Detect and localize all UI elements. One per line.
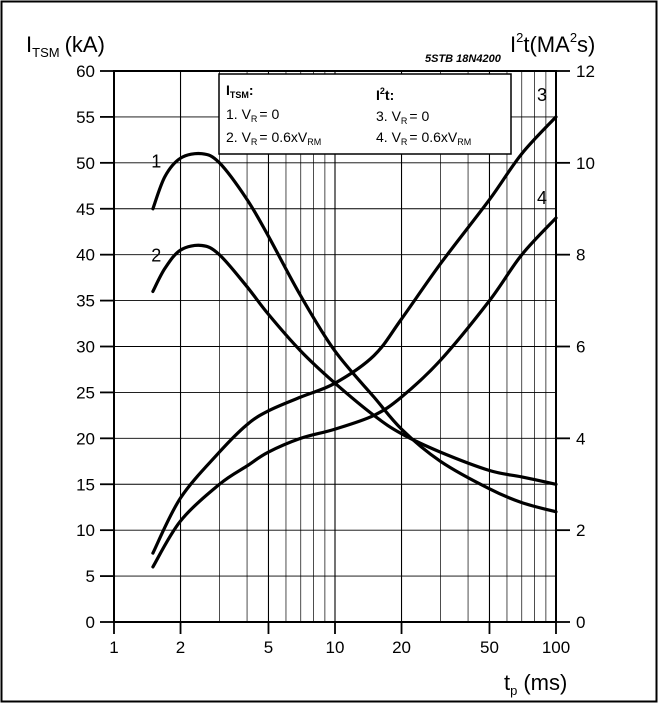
y-right-tick-label: 10 — [576, 154, 595, 173]
y-left-tick-label: 60 — [76, 62, 95, 81]
y-left-tick-label: 5 — [86, 567, 95, 586]
series-label-2: 2 — [151, 245, 161, 265]
legend-item-1: 1. VR = 0 — [226, 106, 279, 124]
series-label-3: 3 — [537, 85, 547, 105]
y-left-tick-label: 0 — [86, 613, 95, 632]
x-axis-title: tp (ms) — [504, 670, 567, 698]
legend-item-4: 4. VR = 0.6xVRM — [376, 129, 471, 147]
series-label-4: 4 — [537, 188, 547, 208]
y-left-tick-label: 50 — [76, 154, 95, 173]
series-curve-1 — [151, 151, 558, 514]
x-tick-label: 50 — [480, 638, 499, 657]
y-right-tick-label: 0 — [576, 613, 585, 632]
y-right-tick-label: 6 — [576, 338, 585, 357]
x-tick-label: 100 — [542, 638, 570, 657]
y-left-tick-label: 30 — [76, 338, 95, 357]
legend: ITSM: 1. VR = 0 2. VR = 0.6xVRM I2t: 3. VR… — [218, 73, 512, 155]
y-left-tick-label: 25 — [76, 383, 95, 402]
reference-code: 5STB 18N4200 — [425, 53, 502, 65]
y-left-tick-label: 55 — [76, 108, 95, 127]
y-left-tick-label: 40 — [76, 246, 95, 265]
series-curve-3 — [151, 115, 558, 555]
y-right-tick-label: 12 — [576, 62, 595, 81]
legend-left-title: ITSM: — [226, 82, 254, 100]
y-left-tick-label: 20 — [76, 429, 95, 448]
y-right-tick-label: 2 — [576, 521, 585, 540]
y-left-tick-label: 35 — [76, 292, 95, 311]
x-tick-label: 1 — [109, 638, 118, 657]
legend-right-title: I2t: — [376, 86, 394, 103]
y-left-tick-label: 10 — [76, 521, 95, 540]
y-left-axis-title: ITSM (kA) — [26, 32, 105, 60]
y-right-tick-label: 4 — [576, 429, 585, 448]
y-left-tick-label: 15 — [76, 475, 95, 494]
legend-item-3: 3. VR = 0 — [376, 108, 429, 126]
series-label-1: 1 — [151, 152, 161, 172]
x-tick-label: 10 — [326, 638, 345, 657]
legend-box — [218, 73, 512, 155]
y-right-tick-label: 8 — [576, 246, 585, 265]
x-tick-label: 5 — [264, 638, 273, 657]
series-curve-4 — [151, 216, 558, 569]
series-layer: 1 2 3 4 — [151, 85, 558, 569]
legend-item-2: 2. VR = 0.6xVRM — [226, 129, 321, 147]
series-curve-2 — [151, 243, 558, 486]
x-tick-label: 2 — [176, 638, 185, 657]
y-left-tick-label: 45 — [76, 200, 95, 219]
x-tick-label: 20 — [392, 638, 411, 657]
y-right-axis-title: I2t(MA2s) — [510, 30, 595, 57]
